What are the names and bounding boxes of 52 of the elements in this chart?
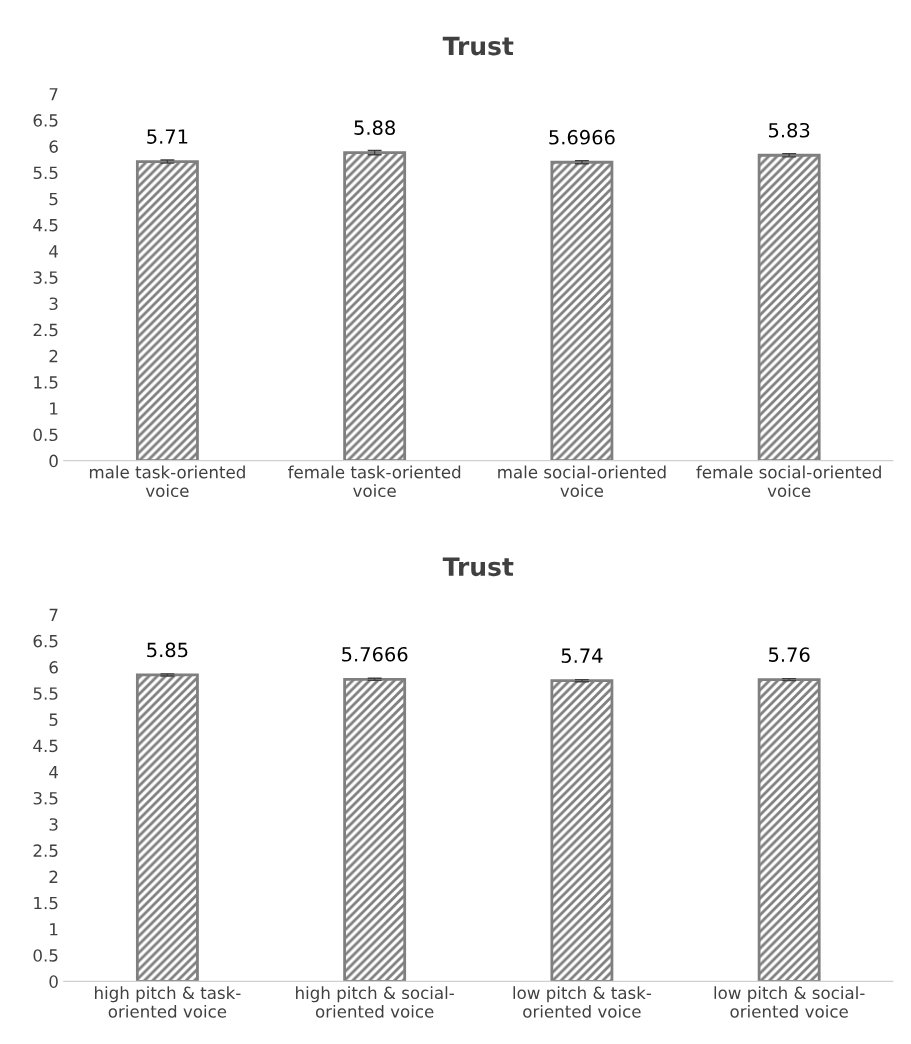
y-tick-label: 7: [49, 88, 58, 101]
bar: [550, 160, 614, 461]
bar: [343, 151, 407, 461]
data-label: 5.71: [147, 129, 188, 144]
y-tick-label: 7: [49, 608, 58, 621]
y-tick-label: 3.5: [33, 791, 58, 805]
chart-title: Trust: [442, 557, 514, 577]
y-tick-label: 6: [49, 661, 58, 674]
y-tick-label: 2.5: [33, 844, 58, 857]
y-tick-label: 3: [49, 818, 58, 831]
y-tick-label: 1.5: [34, 896, 58, 910]
y-tick-label: 0: [49, 975, 58, 988]
bar: [757, 153, 821, 461]
chart-title: Trust: [442, 36, 514, 56]
y-tick-label: 0.5: [33, 949, 58, 962]
x-tick-label: high pitch & social- oriented voice: [296, 986, 454, 1018]
x-tick-label: female social-oriented voice: [696, 465, 881, 498]
y-tick-label: 1.5: [34, 376, 58, 389]
x-tick-label: female task-oriented voice: [288, 465, 461, 498]
y-tick-label: 6.5: [33, 114, 58, 127]
y-tick-label: 6: [49, 140, 58, 153]
data-label: 5.6966: [549, 129, 615, 145]
data-label: 5.7666: [342, 646, 408, 662]
data-label: 5.74: [561, 648, 603, 664]
data-label: 5.85: [147, 642, 188, 658]
y-tick-label: 3.5: [33, 271, 58, 284]
y-tick-label: 1: [50, 402, 58, 415]
y-tick-label: 4: [49, 245, 58, 258]
x-tick-label: low pitch & task- oriented voice: [513, 986, 652, 1018]
y-tick-label: 4: [49, 766, 58, 779]
y-tick-label: 5: [49, 192, 58, 206]
x-tick-label: low pitch & social- oriented voice: [714, 986, 865, 1018]
y-tick-label: 4.5: [33, 739, 58, 753]
y-tick-label: 5: [49, 713, 58, 726]
y-tick-label: 3: [49, 297, 58, 311]
y-tick-label: 1: [50, 923, 58, 936]
x-tick-label: high pitch & task- oriented voice: [95, 986, 241, 1018]
y-tick-label: 5.5: [33, 687, 58, 700]
y-tick-label: 5.5: [33, 166, 58, 180]
y-tick-label: 4.5: [33, 219, 58, 232]
y-tick-label: 2.5: [33, 323, 58, 337]
y-tick-label: 0: [49, 454, 58, 468]
x-tick-label: male task-oriented voice: [89, 465, 245, 498]
y-tick-label: 6.5: [33, 634, 58, 648]
y-tick-label: 0.5: [33, 428, 58, 442]
x-tick-label: male social-oriented voice: [498, 465, 666, 498]
y-tick-label: 2: [49, 870, 58, 883]
y-tick-label: 2: [49, 349, 58, 363]
data-label: 5.76: [769, 647, 810, 662]
bar: [135, 160, 199, 461]
data-label: 5.88: [354, 120, 395, 135]
data-label: 5.83: [769, 122, 810, 138]
